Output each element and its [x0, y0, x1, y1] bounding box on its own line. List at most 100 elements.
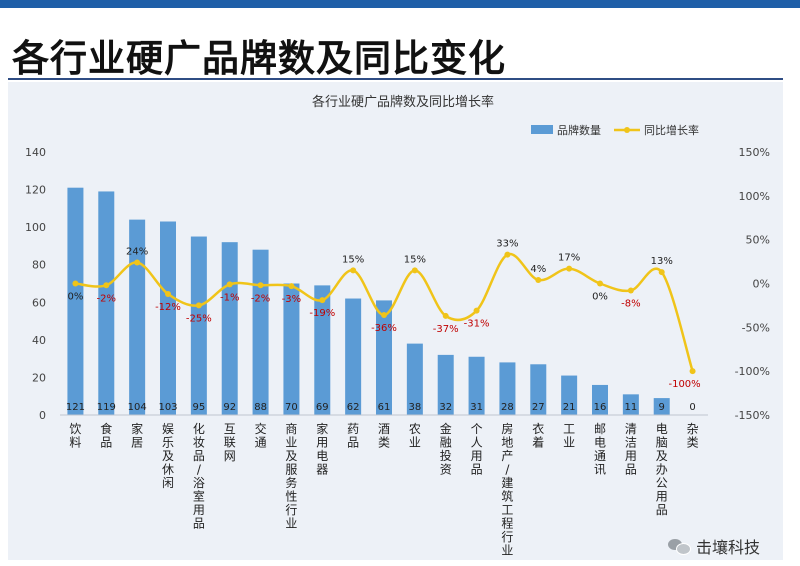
bar: [129, 219, 146, 415]
bar: [252, 249, 269, 415]
bar: [345, 298, 362, 415]
category-label: 家居: [131, 421, 143, 450]
category-label: 衣着: [532, 421, 544, 450]
bar-value-label: 31: [470, 402, 483, 413]
bar-value-label: 61: [378, 402, 391, 413]
legend-swatch-bar: [531, 125, 553, 134]
growth-rate-label: -2%: [97, 293, 116, 304]
bar-value-label: 92: [223, 402, 236, 413]
footer-brand: 击壤科技: [668, 534, 760, 558]
growth-rate-point: [134, 259, 141, 266]
y-left-tick-label: 120: [25, 184, 46, 197]
bar-value-label: 70: [285, 402, 298, 413]
bar-value-label: 95: [192, 402, 205, 413]
growth-rate-point: [442, 312, 449, 319]
bar-value-label: 119: [97, 402, 116, 413]
growth-rate-point: [72, 280, 79, 287]
growth-rate-point: [195, 302, 202, 309]
bar-value-label: 16: [594, 402, 607, 413]
bar: [67, 187, 84, 415]
growth-rate-label: -25%: [186, 313, 212, 324]
title-divider: [8, 78, 783, 80]
bar: [283, 283, 300, 415]
growth-rate-label: -100%: [668, 379, 700, 390]
legend-label-line: 同比增长率: [644, 123, 699, 137]
category-label: 杂类: [687, 422, 699, 450]
growth-rate-label: -3%: [282, 294, 301, 305]
category-label: 个人用品: [471, 422, 483, 477]
chart-title: 各行业硬广品牌数及同比增长率: [312, 94, 494, 110]
bar-value-label: 21: [563, 402, 576, 413]
y-left-tick-label: 60: [32, 296, 46, 309]
growth-rate-point: [689, 368, 696, 375]
category-label: 互联网: [224, 422, 236, 463]
bar-value-label: 32: [439, 402, 452, 413]
y-right-tick-label: 0%: [753, 278, 770, 291]
growth-rate-point: [165, 291, 171, 298]
bar: [221, 242, 238, 415]
bar-value-label: 121: [66, 402, 85, 413]
category-label: 农业: [409, 422, 421, 450]
footer-brand-label: 击壤科技: [696, 538, 761, 557]
bar-value-label: 28: [501, 402, 514, 413]
y-left-tick-label: 100: [25, 221, 46, 234]
bar-value-label: 11: [624, 402, 637, 413]
category-label: 饮料: [69, 422, 81, 450]
category-label: 家用电器: [316, 421, 328, 477]
category-label: 金融投资: [440, 421, 452, 477]
bar: [499, 362, 516, 415]
bar-value-label: 9: [659, 402, 665, 413]
growth-rate-point: [288, 283, 295, 290]
bar: [98, 191, 115, 415]
y-left-tick-label: 40: [32, 334, 46, 347]
growth-rate-point: [103, 282, 110, 289]
growth-rate-label: -19%: [309, 308, 335, 319]
growth-rate-label: -12%: [155, 302, 181, 313]
growth-rate-point: [226, 281, 233, 288]
y-right-tick-label: 100%: [739, 190, 770, 203]
bar-value-label: 104: [128, 402, 147, 413]
bar-value-label: 103: [158, 402, 177, 413]
growth-rate-label: 4%: [530, 264, 546, 275]
legend-label-bar: 品牌数量: [557, 123, 601, 137]
growth-rate-label: 15%: [342, 254, 364, 265]
category-label: 邮电通讯: [594, 422, 606, 477]
growth-rate-label: 15%: [404, 254, 426, 265]
top-accent-bar: [0, 0, 800, 8]
growth-rate-point: [319, 297, 326, 304]
category-label: 电脑及办公用品: [656, 422, 668, 517]
growth-rate-point: [627, 287, 634, 294]
growth-rate-label: -1%: [220, 292, 239, 303]
growth-rate-label: 17%: [558, 253, 580, 264]
growth-rate-point: [381, 312, 387, 319]
bar: [530, 364, 547, 415]
bar: [406, 343, 423, 415]
page-title: 各行业硬广品牌数及同比变化: [12, 37, 506, 80]
bar-value-label: 27: [532, 402, 545, 413]
growth-rate-label: 0%: [67, 292, 83, 303]
category-label: 房地产/建筑工程行业: [501, 421, 513, 558]
bar: [314, 285, 331, 415]
y-left-tick-label: 140: [25, 146, 46, 159]
y-right-tick-label: 50%: [746, 234, 770, 247]
growth-rate-label: 33%: [496, 239, 518, 250]
category-label: 食品: [100, 421, 112, 450]
growth-rate-label: 13%: [651, 256, 673, 267]
growth-rate-point: [350, 267, 357, 274]
bar-value-label: 62: [347, 402, 360, 413]
growth-rate-label: 24%: [126, 246, 148, 257]
category-label: 娱乐及休闲: [162, 422, 174, 490]
y-left-tick-label: 20: [32, 371, 46, 384]
category-label: 交通: [255, 421, 267, 450]
category-label: 化妆品/浴室用品: [193, 422, 205, 531]
growth-rate-label: -36%: [371, 323, 397, 334]
bar: [190, 236, 207, 415]
growth-rate-label: -2%: [251, 293, 270, 304]
bar: [592, 384, 608, 415]
growth-rate-point: [257, 282, 264, 289]
bar-value-label: 38: [408, 402, 421, 413]
category-label: 酒类: [378, 422, 390, 450]
bar: [437, 354, 454, 415]
growth-rate-point: [566, 265, 573, 272]
